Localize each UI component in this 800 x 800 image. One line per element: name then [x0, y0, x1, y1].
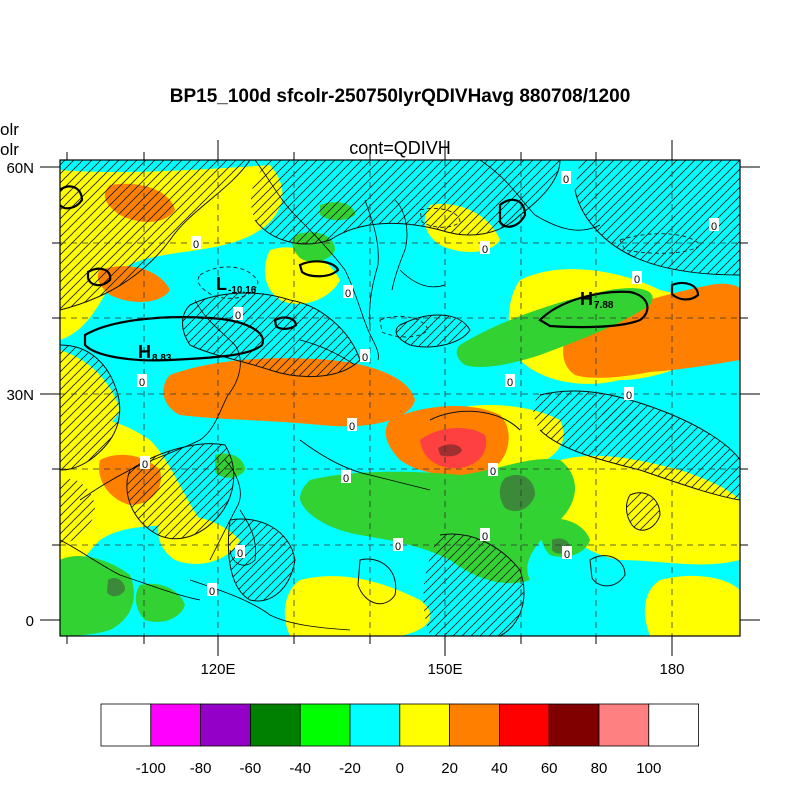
colorbar-label: 0	[395, 760, 404, 777]
high-value: 8.83	[152, 353, 172, 364]
colorbar-box	[598, 703, 650, 747]
high-letter: H	[138, 342, 151, 362]
clipped-left-label-2: olr	[0, 140, 19, 159]
lat-tick-label: 60N	[6, 160, 34, 177]
contour-label: 0	[362, 352, 368, 364]
lat-tick-label: 0	[26, 613, 34, 630]
colorbar-label: 80	[590, 760, 608, 777]
contour-label: 0	[563, 174, 569, 186]
contour-label: 0	[564, 549, 570, 561]
contour-label: 0	[142, 459, 148, 471]
colorbar-box	[100, 703, 152, 747]
colorbar-label: 60	[540, 760, 558, 777]
contour-label: 0	[237, 548, 243, 560]
lat-tick-label: 30N	[6, 387, 34, 404]
colorbar-box	[299, 703, 351, 747]
colorbar-label: 20	[441, 760, 458, 777]
colorbar-box	[449, 703, 500, 747]
high-letter: H	[580, 289, 593, 309]
low-value: -10.16	[228, 285, 257, 296]
clipped-left-label-1: olr	[0, 120, 19, 139]
high-value: 7.88	[594, 300, 614, 311]
contour-label: 0	[626, 390, 632, 402]
plot-frame	[59, 159, 741, 637]
colorbar-box	[249, 703, 301, 747]
colorbar-box	[150, 703, 202, 747]
low-letter: L	[216, 274, 227, 294]
colorbar-label: 100	[636, 760, 662, 777]
negative-contours	[197, 207, 701, 338]
high-low-markers: L -10.16 H 8.83 H 7.88	[138, 274, 614, 364]
colorbar-label: -80	[189, 760, 212, 777]
colorbar-box	[399, 703, 450, 747]
contour-label: 0	[349, 421, 355, 433]
contour-label: 0	[395, 541, 401, 553]
colorbar-label: -100	[135, 760, 166, 777]
contour-labels: 0 0 0 0 0 0 0 0 0 0 0 0 0 0 0 0 0 0 0 0	[137, 171, 719, 598]
dark-red-core	[438, 444, 462, 457]
map-subtitle: cont=QDIVH	[349, 138, 451, 158]
colorbar-label: -40	[289, 760, 312, 777]
lon-tick-label: 180	[659, 661, 684, 678]
axis-labels: 60N 30N 0 120E 150E 180	[6, 160, 684, 678]
contour-label: 0	[235, 310, 241, 322]
colorbar-label: -20	[339, 760, 361, 777]
colorbar-box	[548, 703, 600, 747]
colorbar-label: -60	[239, 760, 262, 777]
map-plot-area: 0 0 0 0 0 0 0 0 0 0 0 0 0 0 0 0 0 0 0 0 …	[60, 160, 740, 636]
contour-label: 0	[343, 473, 349, 485]
colorbar-box	[498, 703, 550, 747]
contour-label: 0	[345, 288, 351, 300]
lon-tick-label: 120E	[200, 661, 235, 678]
green-fields	[60, 202, 653, 636]
tick-marks	[40, 140, 760, 656]
contour-label: 0	[139, 377, 145, 389]
zero-contours	[60, 160, 740, 636]
high-marker-east: H 7.88	[580, 289, 614, 311]
colorbar-box	[349, 703, 401, 747]
contour-label: 0	[711, 221, 717, 233]
dark-green-cells	[107, 474, 570, 597]
map-title: BP15_100d sfcolr-250750lyrQDIVHavg 88070…	[169, 86, 631, 107]
lon-tick-label: 150E	[427, 661, 462, 678]
low-marker: L -10.16	[216, 274, 257, 296]
contour-label: 0	[634, 274, 640, 286]
colorbar-box	[200, 703, 251, 747]
contour-label: 0	[482, 531, 488, 543]
colorbar-box	[648, 703, 699, 747]
contour-label: 0	[482, 244, 488, 256]
colorbar-label: 40	[491, 760, 508, 777]
contour-label: 0	[193, 239, 199, 251]
contour-label: 0	[507, 377, 513, 389]
contour-label: 0	[209, 586, 215, 598]
contour-label: 0	[490, 466, 496, 478]
colorbar	[100, 703, 699, 747]
high-marker-west: H 8.83	[138, 342, 172, 364]
